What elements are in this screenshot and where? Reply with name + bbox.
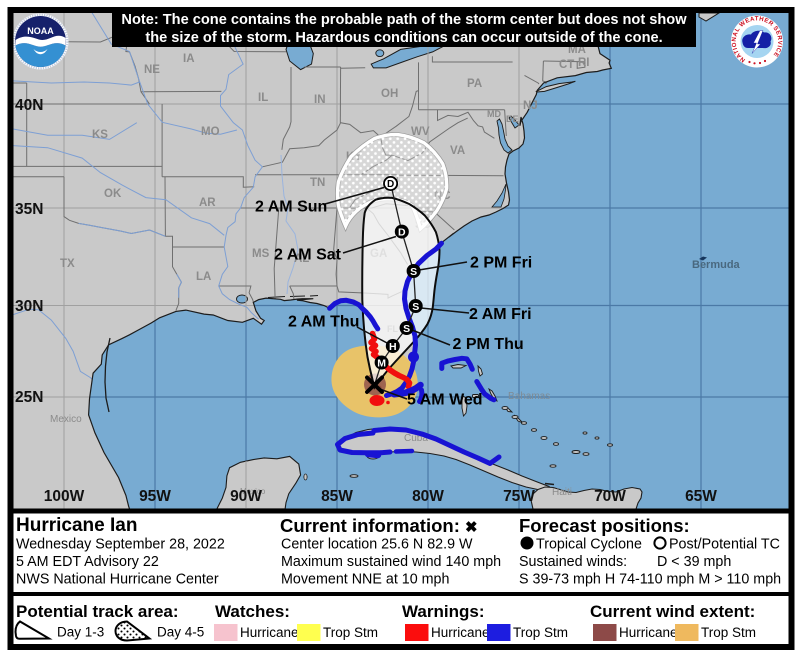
svg-text:IN: IN [314, 94, 326, 106]
svg-text:2 PM Fri: 2 PM Fri [470, 255, 532, 272]
svg-text:S: S [403, 323, 410, 335]
svg-text:KS: KS [92, 129, 108, 141]
svg-text:Center location 25.6 N 82.9 W: Center location 25.6 N 82.9 W [281, 537, 473, 553]
svg-text:Maximum sustained wind 140 mph: Maximum sustained wind 140 mph [281, 554, 501, 570]
svg-text:DE: DE [506, 114, 519, 124]
svg-text:D < 39 mph: D < 39 mph [657, 554, 731, 570]
svg-text:Tropical Cyclone: Tropical Cyclone [536, 537, 642, 553]
svg-text:CT: CT [559, 59, 574, 71]
svg-text:Hurricane: Hurricane [619, 625, 678, 640]
svg-text:LA: LA [196, 271, 211, 283]
svg-text:RI: RI [578, 57, 590, 69]
svg-text:VA: VA [450, 145, 465, 157]
svg-text:S: S [412, 301, 419, 313]
svg-text:NE: NE [144, 64, 160, 76]
svg-text:Movement NNE at 10 mph: Movement NNE at 10 mph [281, 572, 450, 588]
svg-text:Sustained winds:: Sustained winds: [519, 554, 627, 570]
svg-text:MD: MD [487, 109, 501, 119]
svg-text:100W: 100W [44, 488, 85, 505]
svg-text:90W: 90W [230, 488, 262, 505]
svg-text:WV: WV [411, 126, 430, 138]
svg-text:Hurricane Ian: Hurricane Ian [16, 515, 137, 536]
svg-text:Current information: ✖: Current information: ✖ [280, 515, 478, 536]
svg-text:2 AM Sat: 2 AM Sat [274, 247, 342, 264]
svg-text:5 AM Wed: 5 AM Wed [407, 392, 483, 409]
svg-text:35N: 35N [15, 201, 43, 218]
svg-text:Trop Stm: Trop Stm [323, 625, 378, 640]
svg-text:S 39-73 mph H 74-110 mph M >: S 39-73 mph H 74-110 mph M > 110 mph [519, 572, 781, 588]
svg-text:25N: 25N [15, 389, 43, 406]
svg-text:5 AM EDT Advisory 22: 5 AM EDT Advisory 22 [16, 554, 159, 570]
svg-text:Mexico: Mexico [240, 487, 266, 496]
svg-text:H: H [389, 341, 397, 353]
svg-text:MO: MO [201, 126, 220, 138]
svg-text:MS: MS [252, 248, 270, 260]
svg-text:Day 1-3: Day 1-3 [57, 625, 104, 640]
svg-text:D: D [398, 226, 406, 238]
svg-text:Haiti: Haiti [552, 487, 572, 498]
svg-text:S: S [410, 266, 417, 278]
svg-text:Trop Stm: Trop Stm [701, 625, 756, 640]
svg-text:70W: 70W [594, 488, 626, 505]
svg-text:Trop Stm: Trop Stm [513, 625, 568, 640]
svg-text:40N: 40N [15, 97, 43, 114]
svg-text:75W: 75W [503, 488, 535, 505]
svg-text:Cuba: Cuba [404, 433, 428, 444]
svg-text:2 AM Thu: 2 AM Thu [288, 314, 359, 331]
svg-text:Note: The cone contains the pr: Note: The cone contains the probable pat… [121, 12, 687, 28]
svg-text:OK: OK [104, 188, 122, 200]
svg-text:85W: 85W [321, 488, 353, 505]
svg-text:Warnings:: Warnings: [402, 602, 484, 621]
svg-text:IL: IL [258, 92, 268, 104]
svg-text:OH: OH [381, 88, 398, 100]
svg-text:IA: IA [183, 53, 195, 65]
svg-text:Post/Potential TC: Post/Potential TC [669, 537, 780, 553]
svg-text:95W: 95W [139, 488, 171, 505]
svg-text:PA: PA [467, 78, 482, 90]
svg-text:2 AM Fri: 2 AM Fri [469, 306, 532, 323]
svg-text:the size of the storm. Hazardo: the size of the storm. Hazardous conditi… [145, 30, 662, 46]
svg-text:Day 4-5: Day 4-5 [157, 625, 204, 640]
svg-text:Bermuda: Bermuda [692, 259, 741, 271]
svg-text:2 AM Sun: 2 AM Sun [255, 199, 327, 216]
svg-text:Hurricane: Hurricane [431, 625, 490, 640]
svg-text:65W: 65W [685, 488, 717, 505]
svg-text:TN: TN [310, 177, 325, 189]
svg-text:2 PM Thu: 2 PM Thu [453, 336, 524, 353]
svg-text:Forecast positions:: Forecast positions: [519, 515, 690, 536]
svg-text:NWS National Hurricane Center: NWS National Hurricane Center [16, 572, 219, 588]
svg-text:NJ: NJ [523, 100, 538, 112]
svg-text:80W: 80W [412, 488, 444, 505]
svg-text:AL: AL [294, 253, 309, 265]
svg-text:Watches:: Watches: [215, 602, 290, 621]
svg-text:NOAA: NOAA [27, 26, 54, 36]
svg-text:AR: AR [199, 197, 216, 209]
svg-text:Hurricane: Hurricane [240, 625, 299, 640]
svg-text:Mexico: Mexico [50, 414, 82, 425]
svg-text:D: D [387, 179, 394, 190]
svg-text:Bahamas: Bahamas [508, 391, 550, 402]
svg-text:Current wind extent:: Current wind extent: [590, 602, 755, 621]
svg-text:M: M [377, 357, 386, 369]
svg-text:30N: 30N [15, 298, 43, 315]
svg-text:Wednesday September 28, 2022: Wednesday September 28, 2022 [16, 537, 225, 553]
svg-text:Potential track area:: Potential track area: [16, 602, 179, 621]
svg-text:TX: TX [60, 258, 75, 270]
